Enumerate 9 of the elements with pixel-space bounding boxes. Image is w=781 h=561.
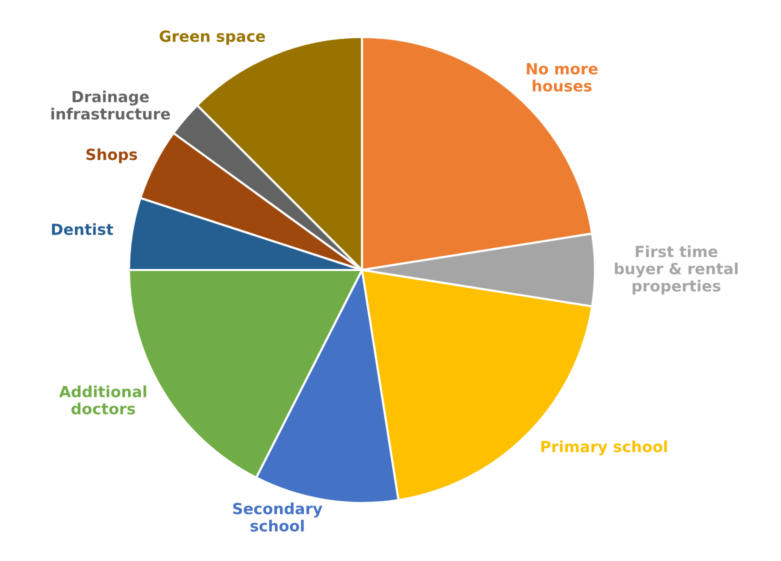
slice-label: Dentist xyxy=(52,223,114,236)
slice-label: Green space xyxy=(160,30,265,45)
slice-label: Drainage infrastructure xyxy=(51,90,170,120)
slice-label: Additional doctors xyxy=(59,386,146,414)
slice-label: Primary school xyxy=(541,440,667,456)
slice-label: Shops xyxy=(86,148,138,164)
slice-label: First time buyer & rental properties xyxy=(614,245,738,295)
slice-label: Secondary school xyxy=(233,502,322,532)
slice-label: No more houses xyxy=(526,63,598,92)
